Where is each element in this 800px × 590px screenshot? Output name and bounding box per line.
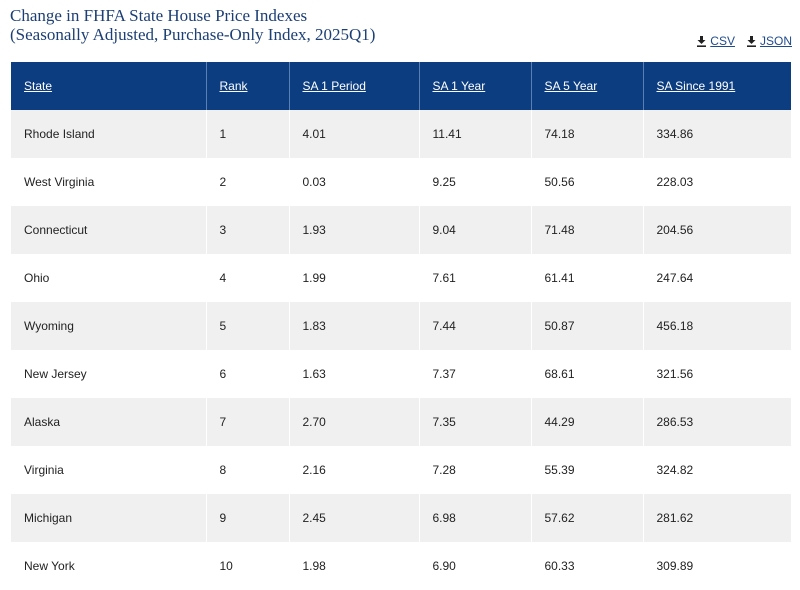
sa-1-period-cell: 1.83	[288, 302, 419, 350]
state-cell: Wyoming	[24, 319, 74, 333]
sa-1-year-cell: 9.25	[418, 158, 531, 206]
state-cell: New York	[24, 559, 75, 573]
sa-since-1991-cell: 456.18	[642, 302, 791, 350]
download-icon	[746, 35, 756, 47]
column-header-state[interactable]: State	[24, 79, 53, 93]
sa-5-year-cell: 55.39	[530, 446, 643, 494]
sa-1-year-cell: 6.98	[418, 494, 531, 542]
sa-1-period-cell: 0.03	[288, 158, 419, 206]
rank-cell: 10	[205, 542, 289, 590]
sa-1-period-cell: 1.63	[288, 350, 419, 398]
table-row: Virginia 8 2.16 7.28 55.39 324.82	[11, 446, 791, 494]
table-row: New Jersey 6 1.63 7.37 68.61 321.56	[11, 350, 791, 398]
column-header-sa-5-year[interactable]: SA 5 Year	[530, 62, 643, 110]
title-line-1: Change in FHFA State House Price Indexes	[10, 6, 308, 25]
column-header-sa-1-year[interactable]: SA 1 Year	[418, 62, 531, 110]
state-cell: New Jersey	[24, 367, 87, 381]
rank-cell: 5	[205, 302, 289, 350]
sa-since-1991-cell: 228.03	[642, 158, 791, 206]
state-cell: Michigan	[24, 511, 73, 525]
state-cell: West Virginia	[24, 175, 95, 189]
page-title: Change in FHFA State House Price Indexes…	[10, 6, 375, 44]
sa-1-year-cell: 11.41	[418, 110, 531, 158]
table-row: Ohio 4 1.99 7.61 61.41 247.64	[11, 254, 791, 302]
sa-since-1991-cell: 281.62	[642, 494, 791, 542]
table-row: New York 10 1.98 6.90 60.33 309.89	[11, 542, 791, 590]
sa-5-year-cell: 50.56	[530, 158, 643, 206]
sa-5-year-cell: 44.29	[530, 398, 643, 446]
column-header-rank[interactable]: Rank	[205, 62, 289, 110]
column-header-sa-1-period[interactable]: SA 1 Period	[288, 62, 419, 110]
state-cell: Virginia	[24, 463, 64, 477]
sa-1-year-cell: 7.28	[418, 446, 531, 494]
state-cell: Rhode Island	[24, 127, 95, 141]
download-icon	[697, 35, 707, 47]
table-row: Wyoming 5 1.83 7.44 50.87 456.18	[11, 302, 791, 350]
state-cell: Connecticut	[24, 223, 88, 237]
table-row: Michigan 9 2.45 6.98 57.62 281.62	[11, 494, 791, 542]
download-json-label[interactable]: JSON	[759, 34, 792, 48]
sa-since-1991-cell: 309.89	[642, 542, 791, 590]
sa-1-period-cell: 1.99	[288, 254, 419, 302]
sa-since-1991-cell: 324.82	[642, 446, 791, 494]
rank-cell: 6	[205, 350, 289, 398]
download-csv-link[interactable]: CSV	[697, 34, 735, 48]
column-header-sa-since-1991[interactable]: SA Since 1991	[642, 62, 791, 110]
rank-cell: 7	[205, 398, 289, 446]
table-header-row: State Rank SA 1 Period SA 1 Year SA 5 Ye…	[11, 62, 791, 110]
sa-1-period-cell: 2.45	[288, 494, 419, 542]
sa-1-year-cell: 9.04	[418, 206, 531, 254]
sa-since-1991-cell: 204.56	[642, 206, 791, 254]
sa-5-year-cell: 71.48	[530, 206, 643, 254]
sa-5-year-cell: 68.61	[530, 350, 643, 398]
sa-5-year-cell: 57.62	[530, 494, 643, 542]
sa-1-period-cell: 1.93	[288, 206, 419, 254]
title-line-2: (Seasonally Adjusted, Purchase-Only Inde…	[10, 25, 376, 44]
state-cell: Alaska	[24, 415, 61, 429]
state-cell: Ohio	[24, 271, 50, 285]
sa-1-year-cell: 7.37	[418, 350, 531, 398]
sa-1-period-cell: 1.98	[288, 542, 419, 590]
rank-cell: 4	[205, 254, 289, 302]
sa-5-year-cell: 61.41	[530, 254, 643, 302]
sa-1-period-cell: 4.01	[288, 110, 419, 158]
table-row: West Virginia 2 0.03 9.25 50.56 228.03	[11, 158, 791, 206]
sa-since-1991-cell: 247.64	[642, 254, 791, 302]
rank-cell: 9	[205, 494, 289, 542]
table-row: Connecticut 3 1.93 9.04 71.48 204.56	[11, 206, 791, 254]
sa-since-1991-cell: 321.56	[642, 350, 791, 398]
house-price-index-table: State Rank SA 1 Period SA 1 Year SA 5 Ye…	[11, 62, 791, 590]
sa-1-year-cell: 7.61	[418, 254, 531, 302]
sa-1-year-cell: 7.35	[418, 398, 531, 446]
sa-5-year-cell: 74.18	[530, 110, 643, 158]
rank-cell: 2	[205, 158, 289, 206]
sa-1-period-cell: 2.16	[288, 446, 419, 494]
sa-1-year-cell: 6.90	[418, 542, 531, 590]
table-row: Rhode Island 1 4.01 11.41 74.18 334.86	[11, 110, 791, 158]
rank-cell: 8	[205, 446, 289, 494]
table-row: Alaska 7 2.70 7.35 44.29 286.53	[11, 398, 791, 446]
sa-5-year-cell: 60.33	[530, 542, 643, 590]
sa-1-year-cell: 7.44	[418, 302, 531, 350]
download-json-link[interactable]: JSON	[746, 34, 792, 48]
rank-cell: 1	[205, 110, 289, 158]
download-links: CSV JSON	[697, 34, 792, 48]
sa-5-year-cell: 50.87	[530, 302, 643, 350]
sa-since-1991-cell: 334.86	[642, 110, 791, 158]
sa-since-1991-cell: 286.53	[642, 398, 791, 446]
rank-cell: 3	[205, 206, 289, 254]
download-csv-label[interactable]: CSV	[710, 34, 735, 48]
sa-1-period-cell: 2.70	[288, 398, 419, 446]
